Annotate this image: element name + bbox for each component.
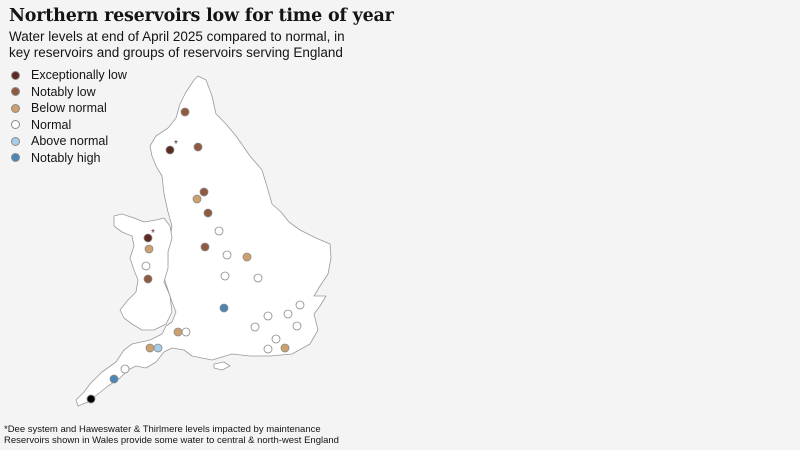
legend-swatch-notably-low <box>11 87 20 97</box>
reservoir-marker-normal <box>263 311 273 321</box>
reservoir-marker-below-normal <box>144 244 154 254</box>
reservoir-marker-normal <box>220 271 230 281</box>
reservoir-marker-below-normal <box>173 327 183 337</box>
reservoir-marker-normal <box>271 334 281 344</box>
wales-outline <box>113 213 173 331</box>
legend-label-notably-low: Notably low <box>31 84 96 99</box>
legend-swatch-above-normal <box>11 136 20 146</box>
asterisk-marker: * <box>151 228 155 239</box>
legend-item-normal: Normal <box>11 117 127 134</box>
chart-subtitle: Water levels at end of April 2025 compar… <box>9 29 345 60</box>
chart-title: Northern reservoirs low for time of year <box>9 6 394 26</box>
legend-swatch-normal <box>11 120 20 130</box>
reservoir-marker-notably-low <box>143 274 153 284</box>
legend: Exceptionally low Notably low Below norm… <box>11 67 127 166</box>
legend-item-exceptionally-low: Exceptionally low <box>11 67 127 84</box>
reservoir-marker-notably-low <box>193 142 203 152</box>
legend-label-above-normal: Above normal <box>31 134 109 149</box>
reservoir-marker-below-normal <box>280 343 290 353</box>
reservoir-marker-below-normal <box>145 343 155 353</box>
reservoir-marker-normal <box>253 273 263 283</box>
footnotes: *Dee system and Haweswater & Thirlmere l… <box>4 424 339 446</box>
reservoir-marker-normal <box>141 261 151 271</box>
reservoir-marker-normal <box>250 322 260 332</box>
reservoir-markers <box>86 107 305 404</box>
reservoir-marker-notably-high <box>219 303 229 313</box>
legend-label-notably-high: Notably high <box>31 150 101 165</box>
reservoir-marker-below-normal <box>192 194 202 204</box>
reservoir-marker-normal <box>120 364 130 374</box>
reservoir-marker-normal <box>214 226 224 236</box>
reservoir-marker-notably-low <box>199 187 209 197</box>
reservoir-marker-notably-low <box>180 107 190 117</box>
reservoir-marker-normal <box>181 327 191 337</box>
reservoir-marker-exceptionally-low <box>165 145 175 155</box>
reservoir-marker-exceptionally-low <box>143 233 153 243</box>
footnote-wales: Reservoirs shown in Wales provide some w… <box>4 435 339 446</box>
legend-item-notably-low: Notably low <box>11 84 127 101</box>
reservoir-marker <box>86 394 96 404</box>
legend-item-notably-high: Notably high <box>11 150 127 167</box>
reservoir-marker-normal <box>295 300 305 310</box>
legend-label-exceptionally-low: Exceptionally low <box>31 68 127 83</box>
legend-label-normal: Normal <box>31 117 72 132</box>
reservoir-marker-normal <box>283 309 293 319</box>
reservoir-marker-notably-low <box>200 242 210 252</box>
legend-item-above-normal: Above normal <box>11 133 127 150</box>
reservoir-marker-normal <box>292 321 302 331</box>
legend-swatch-below-normal <box>11 103 20 113</box>
legend-label-below-normal: Below normal <box>31 101 107 116</box>
footnote-maintenance: *Dee system and Haweswater & Thirlmere l… <box>4 424 321 435</box>
reservoir-marker-normal <box>263 344 273 354</box>
legend-swatch-notably-high <box>11 153 20 163</box>
asterisk-marker: * <box>174 139 178 150</box>
reservoir-marker-notably-low <box>203 208 213 218</box>
legend-swatch-exceptionally-low <box>11 70 20 80</box>
reservoir-marker-notably-high <box>109 374 119 384</box>
isle-of-wight <box>213 361 231 371</box>
reservoir-marker-below-normal <box>242 252 252 262</box>
legend-item-below-normal: Below normal <box>11 100 127 117</box>
reservoir-marker-normal <box>222 250 232 260</box>
reservoir-marker-above-normal <box>153 343 163 353</box>
england-outline <box>75 75 332 407</box>
